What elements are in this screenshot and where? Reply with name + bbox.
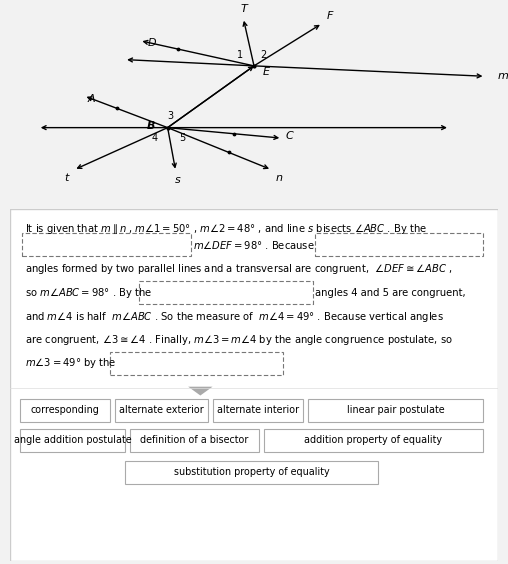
Text: are congruent, $\angle 3 \cong \angle 4$ . Finally, $m\angle 3 = m\angle 4$ by t: are congruent, $\angle 3 \cong \angle 4$… [25, 333, 453, 347]
Text: angle addition postulate: angle addition postulate [14, 435, 131, 446]
Bar [20, 429, 125, 452]
Text: E: E [263, 67, 270, 77]
Text: linear pair postulate: linear pair postulate [346, 406, 444, 416]
Text: 3: 3 [167, 111, 173, 121]
Bar [264, 429, 483, 452]
Text: substitution property of equality: substitution property of equality [174, 467, 329, 477]
Polygon shape [188, 387, 212, 395]
Text: 2: 2 [260, 50, 266, 60]
Bar [130, 429, 259, 452]
Bar [110, 352, 283, 374]
Text: definition of a bisector: definition of a bisector [140, 435, 248, 446]
Text: It is given that $m \parallel n$ , $m\angle 1 = 50°$ , $m\angle 2 = 48°$ , and l: It is given that $m \parallel n$ , $m\an… [25, 222, 427, 236]
Bar [212, 399, 303, 422]
Bar [315, 233, 483, 256]
Text: n: n [276, 173, 283, 183]
Text: and $m\angle 4$ is half  $m\angle ABC$ . So the measure of  $m\angle 4 = 49°$ . : and $m\angle 4$ is half $m\angle ABC$ . … [25, 310, 443, 324]
FancyBboxPatch shape [10, 209, 498, 561]
Text: C: C [285, 131, 294, 141]
Bar [139, 281, 312, 304]
Text: addition property of equality: addition property of equality [304, 435, 442, 446]
Text: B: B [147, 121, 155, 131]
Bar [22, 233, 190, 256]
Text: D: D [148, 38, 156, 49]
Bar [20, 399, 110, 422]
Text: t: t [64, 173, 68, 183]
Text: 1: 1 [237, 50, 243, 60]
Text: $m\angle 3 = 49°$ by the: $m\angle 3 = 49°$ by the [25, 356, 116, 371]
Bar [125, 461, 378, 484]
Text: 5: 5 [179, 133, 185, 143]
Text: so $m\angle ABC = 98°$ . By the: so $m\angle ABC = 98°$ . By the [25, 285, 152, 299]
Text: alternate interior: alternate interior [216, 406, 299, 416]
Bar [308, 399, 483, 422]
Text: angles formed by two parallel lines and a transversal are congruent,  $\angle DE: angles formed by two parallel lines and … [25, 262, 453, 276]
Text: m: m [498, 71, 508, 81]
Bar [115, 399, 208, 422]
Text: $m\angle DEF = 98°$ . Because: $m\angle DEF = 98°$ . Because [193, 239, 315, 251]
Text: angles 4 and 5 are congruent,: angles 4 and 5 are congruent, [315, 288, 466, 298]
Text: corresponding: corresponding [30, 406, 100, 416]
Text: 4: 4 [152, 133, 158, 143]
Text: A: A [87, 94, 96, 104]
Text: F: F [327, 11, 333, 21]
Text: s: s [175, 175, 181, 185]
Text: T: T [240, 5, 247, 15]
Text: alternate exterior: alternate exterior [119, 406, 204, 416]
